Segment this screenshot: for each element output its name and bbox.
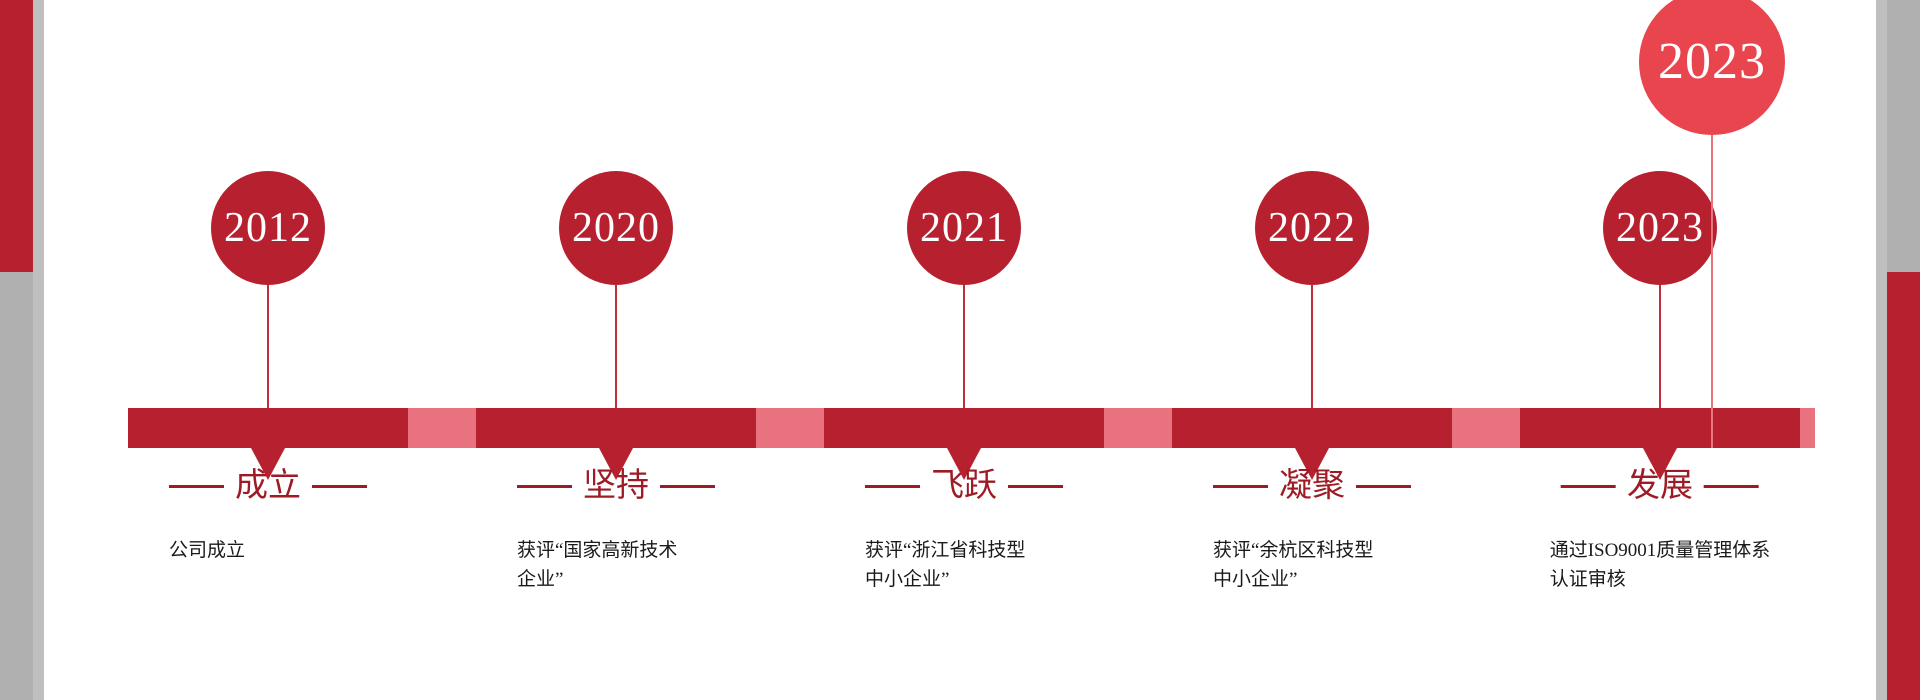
timeline-track-segment: [824, 408, 1104, 448]
milestone-notch: [251, 448, 285, 480]
milestone-notch: [1643, 448, 1677, 480]
heading-dash-left-icon: [1561, 485, 1616, 488]
milestone-body-text: 获评“国家高新技术 企业”: [517, 540, 678, 591]
right-edge-red-segment: [1887, 272, 1920, 700]
milestone-body-text: 获评“浙江省科技型 中小企业”: [865, 540, 1026, 591]
milestone-heading-text: 坚持: [583, 468, 649, 504]
heading-dash-left-icon: [865, 485, 920, 488]
left-edge-gray-segment: [0, 272, 33, 700]
milestone-year-bubble[interactable]: 2023: [1603, 171, 1717, 285]
right-edge-bar: [1887, 0, 1920, 700]
milestone-year-bubble[interactable]: 2022: [1255, 171, 1369, 285]
timeline-track-segment: [128, 408, 408, 448]
milestone-stem-highlighted: [1711, 135, 1713, 448]
milestone-caption: 发展通过ISO9001质量管理体系 认证审核: [1550, 470, 1771, 595]
left-edge-bar: [0, 0, 33, 700]
milestone-body-text: 公司成立: [169, 540, 246, 561]
milestone-heading: 坚持: [517, 470, 715, 503]
milestone-heading: 飞跃: [865, 470, 1063, 503]
milestone-stem: [1311, 285, 1313, 408]
timeline-track-segment: [476, 408, 756, 448]
milestone-year-bubble[interactable]: 2020: [559, 171, 673, 285]
milestone-heading-text: 发展: [1627, 468, 1693, 504]
heading-dash-left-icon: [517, 485, 572, 488]
milestone-caption: 凝聚获评“余杭区科技型 中小企业”: [1213, 470, 1411, 595]
milestone-heading: 成立: [169, 470, 367, 503]
milestone-stem: [267, 285, 269, 408]
milestone-body-text: 通过ISO9001质量管理体系 认证审核: [1549, 540, 1771, 591]
milestone-heading-text: 成立: [235, 468, 301, 504]
heading-dash-right-icon: [1356, 485, 1411, 488]
milestone-stem: [615, 285, 617, 408]
milestone-heading-text: 飞跃: [931, 468, 997, 504]
milestone-stem: [963, 285, 965, 408]
heading-dash-right-icon: [660, 485, 715, 488]
milestone-caption: 坚持获评“国家高新技术 企业”: [517, 470, 715, 595]
milestone-year-bubble-highlighted[interactable]: 2023: [1639, 0, 1785, 135]
milestone-heading: 凝聚: [1213, 470, 1411, 503]
milestone-notch: [1295, 448, 1329, 480]
left-edge-hairline: [33, 0, 44, 700]
milestone-notch: [947, 448, 981, 480]
heading-dash-left-icon: [1213, 485, 1268, 488]
timeline-track-segment: [1520, 408, 1800, 448]
milestone-year-bubble[interactable]: 2021: [907, 171, 1021, 285]
heading-dash-left-icon: [169, 485, 224, 488]
milestone-stem: [1659, 285, 1661, 408]
timeline-track-segment: [1172, 408, 1452, 448]
milestone-heading-text: 凝聚: [1279, 468, 1345, 504]
heading-dash-right-icon: [312, 485, 367, 488]
milestone-heading: 发展: [1550, 470, 1771, 503]
milestone-notch: [599, 448, 633, 480]
milestone-caption: 成立公司成立: [169, 470, 367, 565]
heading-dash-right-icon: [1704, 485, 1759, 488]
right-edge-gray-segment: [1887, 0, 1920, 272]
timeline-track: [128, 408, 1815, 448]
right-edge-hairline: [1876, 0, 1887, 700]
milestone-caption: 飞跃获评“浙江省科技型 中小企业”: [865, 470, 1063, 595]
milestone-body-text: 获评“余杭区科技型 中小企业”: [1213, 540, 1374, 591]
heading-dash-right-icon: [1008, 485, 1063, 488]
milestone-year-bubble[interactable]: 2012: [211, 171, 325, 285]
left-edge-red-segment: [0, 0, 33, 272]
